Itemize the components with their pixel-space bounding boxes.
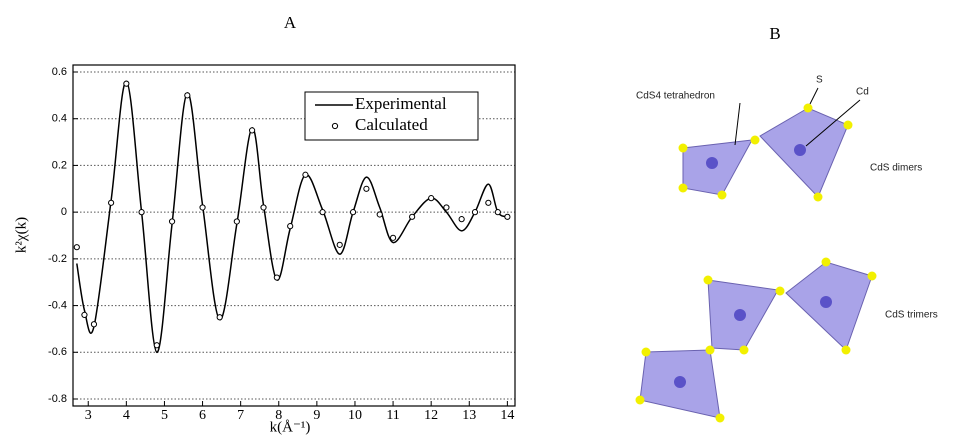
data-point [184,92,191,99]
tetrahedron [682,139,753,196]
data-point [336,241,343,248]
cd-atom [706,157,718,169]
data-point [443,204,450,211]
y-tick-label: -0.8 [48,393,67,405]
data-point [349,209,357,216]
data-point [504,213,511,220]
x-tick-label: 6 [199,408,206,423]
data-point [471,209,479,216]
arrow [805,99,861,147]
s-atom [705,345,715,355]
x-tick-label: 4 [123,408,130,423]
s-atom [678,143,688,153]
data-point [302,171,309,178]
data-point [81,311,88,319]
cd-atom [674,376,686,388]
data-point [363,185,370,192]
legend-marker [331,122,339,130]
x-tick-label: 14 [500,408,514,423]
data-point [389,234,397,241]
data-point [376,211,383,218]
data-point [233,218,240,225]
data-point [73,244,80,251]
x-tick-label: 11 [386,408,399,423]
data-point [494,209,501,216]
chart-title: A [284,13,297,32]
y-tick-label: 0.4 [52,113,67,125]
x-tick-label: 10 [348,408,362,423]
trimers-label: CdS trimers [885,310,938,321]
s-atom [813,192,823,202]
cd-atom [734,309,746,321]
y-tick-label: -0.4 [48,299,67,311]
panel-label: B [769,24,780,43]
x-tick-label: 7 [237,408,244,423]
data-point [123,80,130,87]
s-atom [775,286,785,296]
legend-label: Experimental [355,94,447,113]
x-axis-label: k(Å⁻¹) [270,419,311,435]
structure-diagram: B [635,24,938,423]
arrow [809,87,819,105]
data-point [248,127,256,134]
s-atom [867,271,877,281]
y-tick-label: 0 [61,206,67,218]
s-atom [703,275,713,285]
data-point [90,321,98,328]
s-atoms [635,103,877,423]
arrow [734,102,741,146]
data-point [138,209,145,216]
data-point [216,314,223,321]
x-tick-label: 8 [275,408,282,423]
pointer-arrows [734,87,861,147]
cd-atoms [674,144,832,388]
s-atom [750,135,760,145]
x-tick-label: 3 [85,408,92,423]
legend-label: Calculated [355,115,428,134]
data-point [153,342,160,349]
dimers-label: CdS dimers [870,163,922,174]
s-atom [678,183,688,193]
x-tick-label: 12 [424,408,438,423]
legend-box [304,91,479,141]
data-point [260,204,267,211]
plot-frame [72,64,516,407]
data-point [409,213,416,220]
data-point [199,204,206,211]
s-atom [803,103,813,113]
cd-atom [794,144,806,156]
y-tick-label: 0.6 [52,66,67,78]
data-point [428,195,435,202]
data-point [319,209,326,216]
y-axis-label: k²χ(k) [13,217,29,253]
y-tick-label: -0.2 [48,253,67,265]
s-atom [641,347,651,357]
cd-label: Cd [856,87,869,98]
s-atom [739,345,749,355]
data-point [287,223,294,230]
s-atom [717,190,727,200]
data-point [168,218,176,225]
x-tick-label: 9 [313,408,320,423]
x-tick-label: 5 [161,408,168,423]
data-point [108,199,115,206]
s-atom [715,413,725,423]
s-atom [841,345,851,355]
data-point [485,199,492,206]
s-atom [821,257,831,267]
data-point [273,274,280,281]
y-tick-label: 0.2 [52,159,67,171]
tetrahedra [639,107,873,419]
x-tick-label: 13 [462,408,476,423]
data-point [458,216,465,223]
s-atom [843,120,853,130]
tetrahedron-label: CdS4 tetrahedron [636,91,715,102]
y-tick-label: -0.6 [48,346,67,358]
s-atom [635,395,645,405]
cd-atom [820,296,832,308]
s-label: S [816,75,823,86]
